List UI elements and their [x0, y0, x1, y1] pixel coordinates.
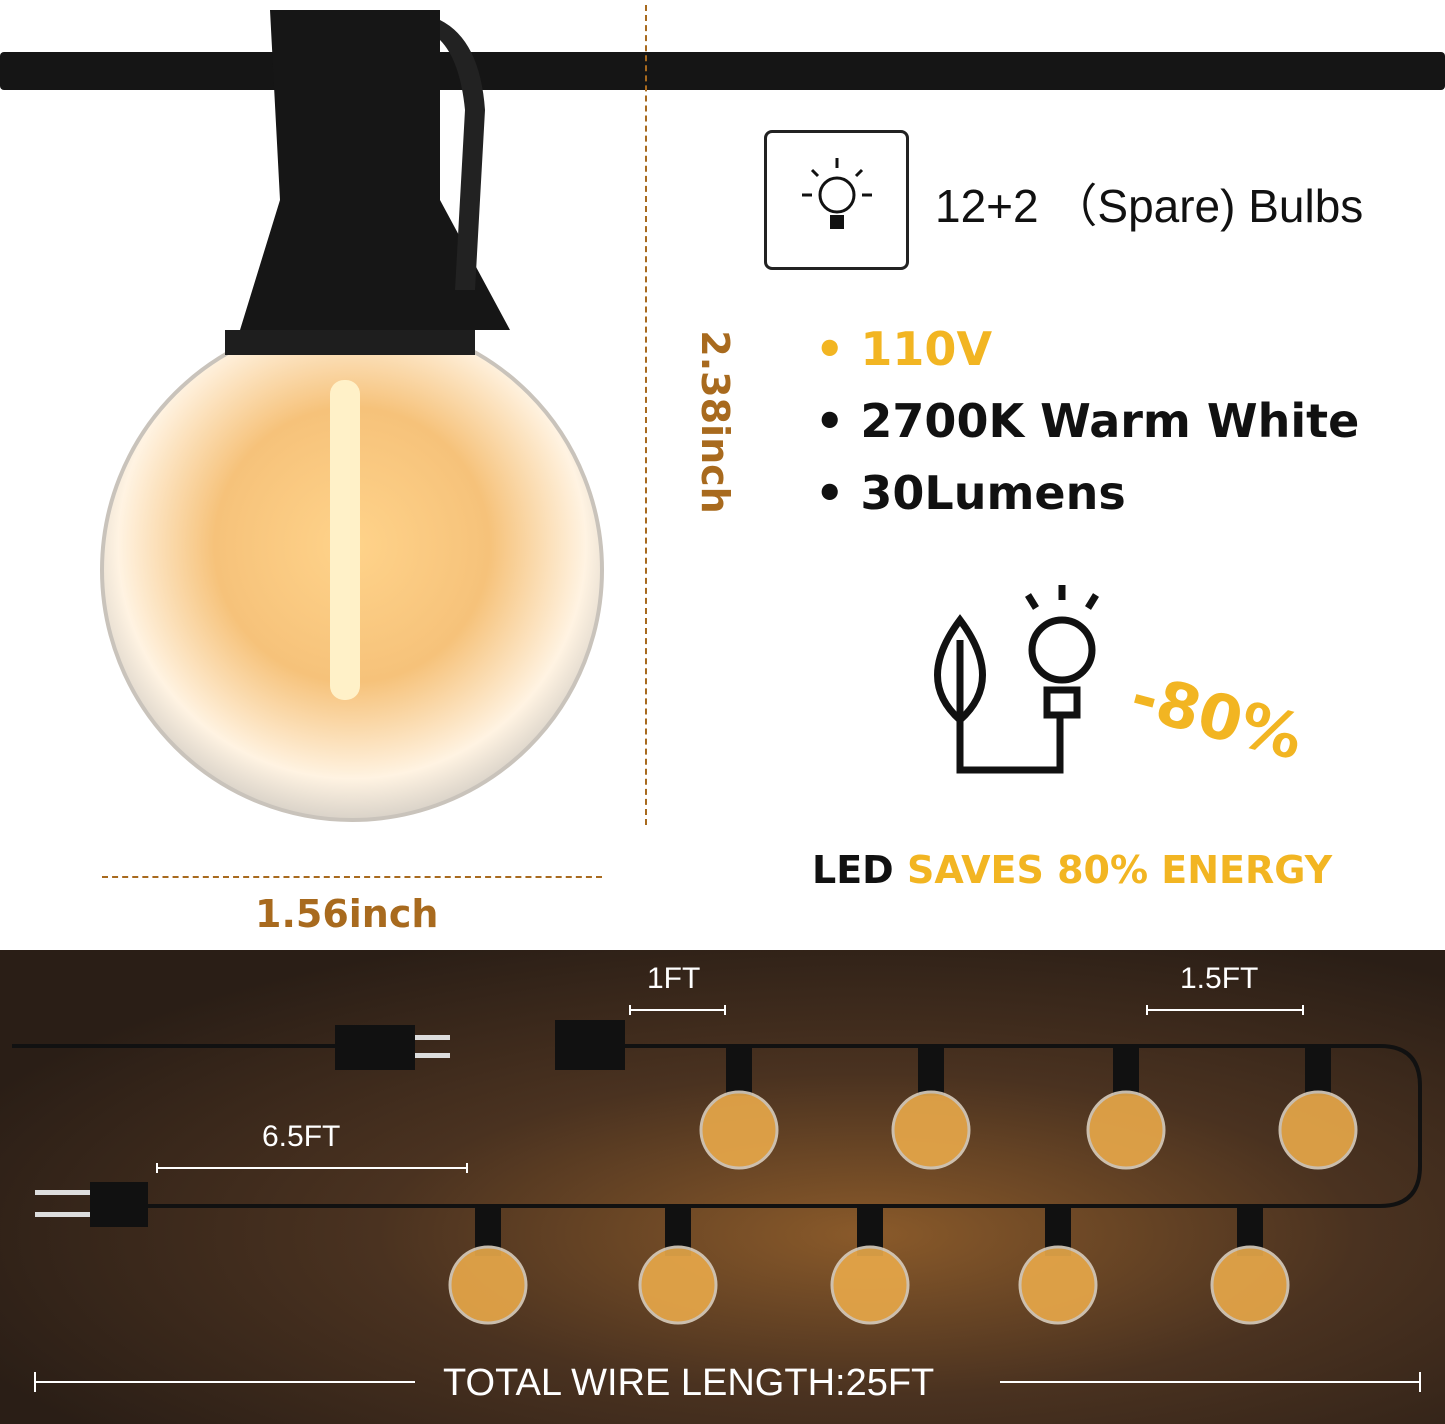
lead-length-label: 6.5FT: [262, 1120, 341, 1153]
string-wire-diagram: [12, 1005, 1422, 1392]
width-dimension-line: [102, 876, 602, 878]
spacing-short-label: 1FT: [647, 962, 701, 995]
bulb-count-text: 12+2 （Spare) Bulbs: [935, 180, 1364, 232]
spec-text: 2700K Warm White: [860, 394, 1360, 448]
energy-saving-text: LED SAVES 80% ENERGY: [812, 848, 1332, 892]
spec-list: • 110V • 2700K Warm White • 30Lumens: [815, 322, 1359, 520]
spec-color-temp: • 2700K Warm White: [815, 394, 1360, 448]
spec-lumens: • 30Lumens: [815, 466, 1126, 520]
leaf-bulb-icon: [934, 585, 1099, 774]
spec-voltage: • 110V: [815, 322, 993, 376]
height-dimension-line: [645, 5, 647, 825]
saves-label: SAVES 80% ENERGY: [906, 848, 1333, 892]
bulb-illustration: [100, 10, 604, 822]
energy-percent: -80%: [1123, 658, 1311, 775]
string-light-layout-photo: 1FT 1.5FT 6.5FT TOTAL WIRE LENGTH:25FT: [0, 950, 1445, 1424]
wire-cable: [0, 52, 1445, 90]
light-bulb-icon: [764, 130, 909, 270]
total-length-label: TOTAL WIRE LENGTH:25FT: [443, 1362, 935, 1404]
spacing-long-label: 1.5FT: [1180, 962, 1259, 995]
led-label: LED: [812, 848, 894, 892]
width-label: 1.56inch: [255, 892, 439, 936]
height-label: 2.38inch: [693, 330, 737, 514]
spec-text: 30Lumens: [860, 466, 1126, 520]
spec-text: 110V: [860, 322, 993, 376]
